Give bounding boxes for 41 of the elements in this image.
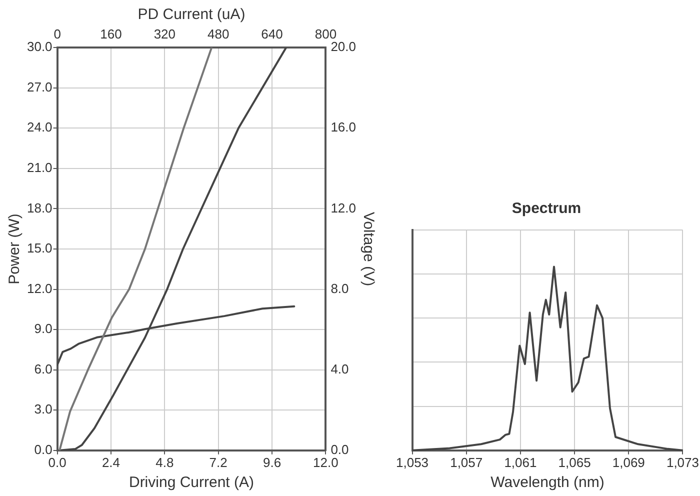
x-tick-label: 4.8: [156, 454, 174, 470]
x-tick-label: 0.0: [48, 454, 66, 470]
x-axis-title: Driving Current (A): [128, 474, 254, 492]
y-axis-title: Power (W): [6, 214, 24, 284]
y2-tick-label: 12.0: [330, 200, 356, 216]
chart-title: Spectrum: [512, 200, 582, 218]
x-tick-label: 7.2: [209, 454, 228, 470]
y-tick-label: 9.0: [34, 321, 52, 336]
x2-tick-label: 0: [54, 26, 61, 42]
y-tick-label: 12.0: [26, 280, 52, 296]
x-tick-label: 1,057: [450, 454, 483, 470]
x-tick-label: 2.4: [102, 454, 120, 470]
x2-tick-label: 800: [314, 26, 337, 42]
y2-tick-label: 0.0: [330, 442, 349, 457]
x-tick-label: 1,053: [396, 454, 429, 470]
x-tick-label: 1,061: [504, 454, 537, 470]
y-tick-label: 15.0: [26, 240, 52, 256]
x-tick-label: 9.6: [262, 454, 282, 470]
y2-tick-label: 4.0: [330, 361, 349, 376]
y-tick-label: 18.0: [26, 200, 52, 216]
x-tick-label: 12.0: [313, 454, 338, 470]
x-tick-label: 1,073: [666, 454, 700, 470]
y2-tick-label: 8.0: [330, 280, 349, 296]
x2-axis-title: PD Current (uA): [138, 6, 246, 24]
y2-tick-label: 20.0: [330, 39, 356, 54]
x2-tick-label: 640: [261, 26, 283, 42]
y-tick-label: 0.0: [34, 442, 52, 457]
x-axis-title: Wavelength (nm): [490, 474, 604, 492]
x-tick-label: 1,069: [612, 454, 645, 470]
y-tick-label: 30.0: [26, 39, 52, 54]
x-tick-label: 1,065: [558, 454, 591, 470]
y-tick-label: 27.0: [26, 79, 52, 94]
y-tick-label: 6.0: [34, 361, 52, 376]
y-tick-label: 21.0: [26, 160, 52, 176]
x2-tick-label: 160: [100, 26, 122, 42]
y2-tick-label: 16.0: [330, 120, 356, 135]
y-tick-label: 24.0: [26, 120, 52, 135]
y2-axis-title: Voltage (V): [360, 212, 377, 286]
x2-tick-label: 480: [207, 26, 230, 42]
x2-tick-label: 320: [154, 26, 176, 42]
y-tick-label: 3.0: [34, 402, 52, 417]
